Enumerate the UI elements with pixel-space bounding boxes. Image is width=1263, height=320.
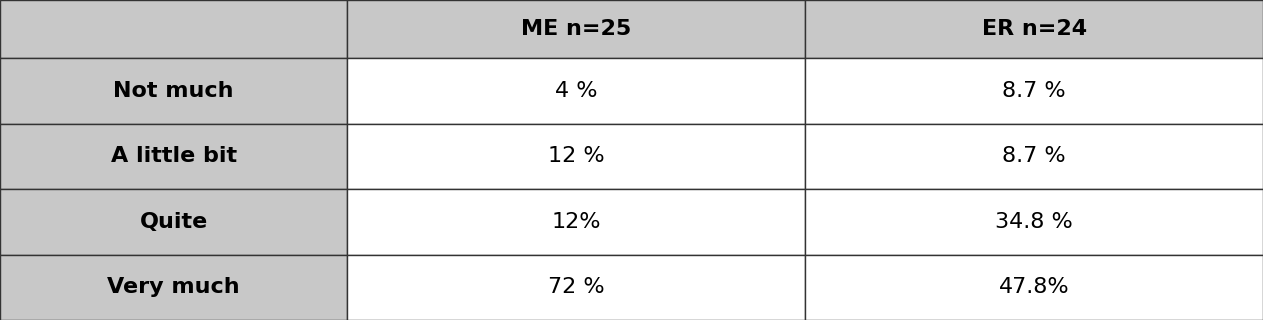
Text: 4 %: 4 %	[554, 81, 597, 101]
Text: A little bit: A little bit	[111, 146, 236, 166]
Bar	[0, 0, 347, 58]
Bar	[805, 254, 1263, 320]
Bar	[347, 58, 805, 124]
Text: 34.8 %: 34.8 %	[995, 212, 1074, 232]
Text: 8.7 %: 8.7 %	[1003, 146, 1066, 166]
Bar	[0, 124, 347, 189]
Text: Not much: Not much	[114, 81, 234, 101]
Bar	[347, 254, 805, 320]
Bar	[0, 189, 347, 254]
Text: ER n=24: ER n=24	[981, 19, 1086, 39]
Text: 47.8%: 47.8%	[999, 277, 1070, 297]
Text: 8.7 %: 8.7 %	[1003, 81, 1066, 101]
Text: 12 %: 12 %	[548, 146, 605, 166]
Bar	[0, 58, 347, 124]
Bar	[347, 0, 805, 58]
Bar	[347, 189, 805, 254]
Bar	[347, 124, 805, 189]
Bar	[805, 124, 1263, 189]
Text: 72 %: 72 %	[548, 277, 605, 297]
Bar	[0, 254, 347, 320]
Bar	[805, 0, 1263, 58]
Bar	[805, 58, 1263, 124]
Text: ME n=25: ME n=25	[522, 19, 632, 39]
Text: 12%: 12%	[552, 212, 601, 232]
Bar	[805, 189, 1263, 254]
Text: Very much: Very much	[107, 277, 240, 297]
Text: Quite: Quite	[139, 212, 208, 232]
